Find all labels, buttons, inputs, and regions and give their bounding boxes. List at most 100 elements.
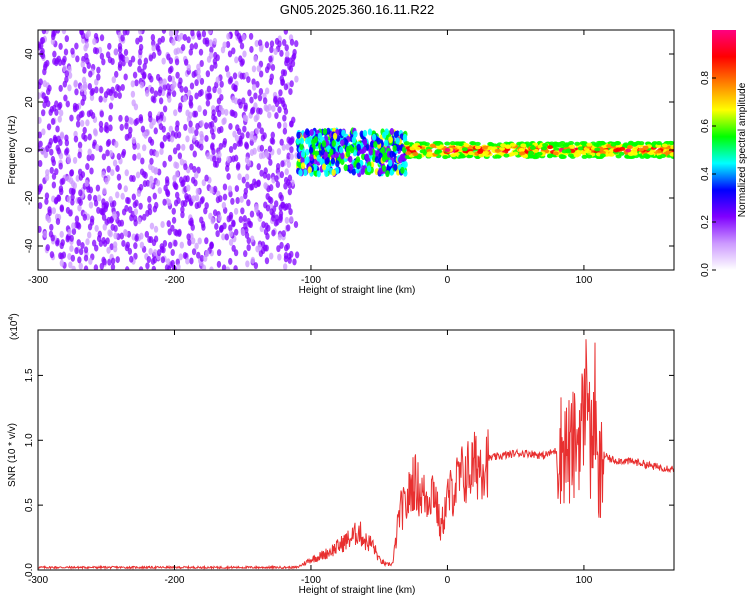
spectrogram-cell — [197, 237, 202, 245]
spectrogram-cell — [245, 260, 250, 268]
spectrogram-cell — [41, 128, 46, 136]
spectrogram-cell — [82, 66, 87, 74]
spectrogram-cell — [192, 134, 197, 142]
spectrogram-cell — [458, 154, 465, 159]
spectrogram-x-tick-label: -200 — [164, 275, 184, 286]
spectrogram-cell — [74, 103, 80, 111]
spectrogram-cell — [140, 125, 146, 133]
spectrogram-cell — [105, 139, 111, 147]
spectrogram-cell — [246, 76, 251, 84]
spectrogram-cell — [93, 199, 99, 207]
spectrogram-cell — [340, 139, 345, 147]
spectrogram-cell — [325, 156, 330, 164]
spectrogram-cell — [382, 152, 387, 160]
spectrogram-cell — [177, 152, 183, 160]
spectrogram-cell — [149, 148, 154, 156]
spectrogram-cell — [69, 114, 74, 122]
spectrogram-cell — [225, 266, 231, 270]
spectrogram-cell — [116, 152, 122, 160]
spectrogram-cell — [371, 133, 377, 141]
snr-y-axis: 0.0 0.5 1.0 1.5 — [24, 368, 674, 577]
spectrogram-cell — [219, 80, 224, 88]
spectrogram-cell — [385, 170, 390, 178]
spectrogram-cell — [118, 114, 123, 122]
spectrogram-cell — [207, 30, 213, 35]
spectrogram-cell — [81, 94, 87, 102]
spectrogram-cell — [176, 197, 181, 205]
spectrogram-cell — [188, 111, 193, 119]
spectrogram-cell — [89, 167, 94, 175]
spectrogram-cell — [246, 244, 251, 252]
spectrogram-cell — [402, 133, 408, 141]
spectrogram-cell — [102, 223, 107, 231]
spectrogram-cell — [51, 181, 57, 189]
spectrogram-cell — [642, 145, 649, 150]
spectrogram-cell — [305, 156, 310, 164]
spectrogram-cell — [98, 95, 103, 103]
spectrogram-cell — [202, 254, 208, 262]
spectrogram-cell — [518, 147, 525, 152]
spectrogram-cell — [233, 265, 238, 270]
spectrogram-cell — [294, 75, 299, 83]
spectrogram-cell — [133, 103, 139, 111]
spectrogram-cell — [186, 89, 192, 97]
spectrogram-cell — [160, 35, 165, 43]
spectrogram-cell — [117, 92, 122, 100]
spectrogram-cell — [264, 87, 270, 95]
spectrogram-cell — [142, 213, 147, 221]
spectrogram-cell — [64, 147, 70, 155]
spectrogram-cell — [216, 260, 222, 268]
spectrogram-cell — [225, 41, 231, 49]
spectrogram-cell — [138, 183, 144, 191]
spectrogram-cell — [61, 58, 66, 66]
spectrogram-cell — [599, 150, 606, 155]
spectrogram-cell — [367, 128, 373, 136]
spectrogram-cell — [246, 199, 251, 207]
spectrogram-cell — [202, 109, 208, 117]
spectrogram-cell — [288, 120, 294, 128]
spectrogram-cell — [78, 173, 84, 181]
spectrogram-cell — [148, 247, 153, 255]
spectrogram-cell — [199, 254, 205, 262]
spectrogram-cell — [85, 119, 90, 127]
spectrogram-cell — [98, 145, 103, 153]
spectrogram-cell — [282, 69, 288, 77]
spectrogram-cell — [395, 144, 401, 152]
spectrogram-y-tick-label: -20 — [24, 190, 35, 205]
spectrogram-cell — [274, 175, 279, 183]
spectrogram-cell — [88, 257, 93, 265]
spectrogram-cell — [225, 164, 230, 172]
spectrogram-cell — [94, 86, 99, 94]
spectrogram-cell — [249, 45, 254, 53]
spectrogram-cell — [76, 239, 81, 247]
spectrogram-cell — [542, 143, 549, 148]
spectrogram-cell — [155, 43, 160, 51]
spectrogram-cell — [331, 168, 336, 176]
spectrogram-cell — [162, 198, 167, 206]
spectrogram-cell — [287, 181, 292, 189]
spectrogram-cell — [121, 148, 127, 156]
spectrogram-cell — [222, 193, 228, 201]
spectrogram-cell — [269, 73, 274, 81]
spectrogram-cell — [199, 133, 205, 141]
spectrogram-cell — [56, 147, 61, 155]
spectrogram-cell — [57, 115, 62, 123]
spectrogram-cell — [366, 165, 372, 173]
spectrogram-cell — [231, 96, 236, 104]
spectrogram-cell — [196, 251, 201, 259]
spectrogram-cell — [151, 44, 156, 52]
spectrogram-cell — [455, 141, 462, 146]
spectrogram-cell — [199, 143, 204, 151]
spectrogram-cell — [221, 233, 226, 241]
spectrogram-cell — [247, 89, 252, 97]
spectrogram-cell — [111, 76, 116, 84]
spectrogram-cell — [222, 41, 227, 49]
spectrogram-cell — [123, 185, 128, 193]
spectrogram-cell — [172, 147, 178, 155]
spectrogram-cell — [64, 134, 69, 142]
spectrogram-cell — [277, 106, 282, 114]
spectrogram-cell — [87, 231, 92, 239]
spectrogram-cell — [174, 58, 180, 66]
spectrogram-cell — [45, 169, 50, 177]
spectrogram-cell — [38, 131, 42, 139]
